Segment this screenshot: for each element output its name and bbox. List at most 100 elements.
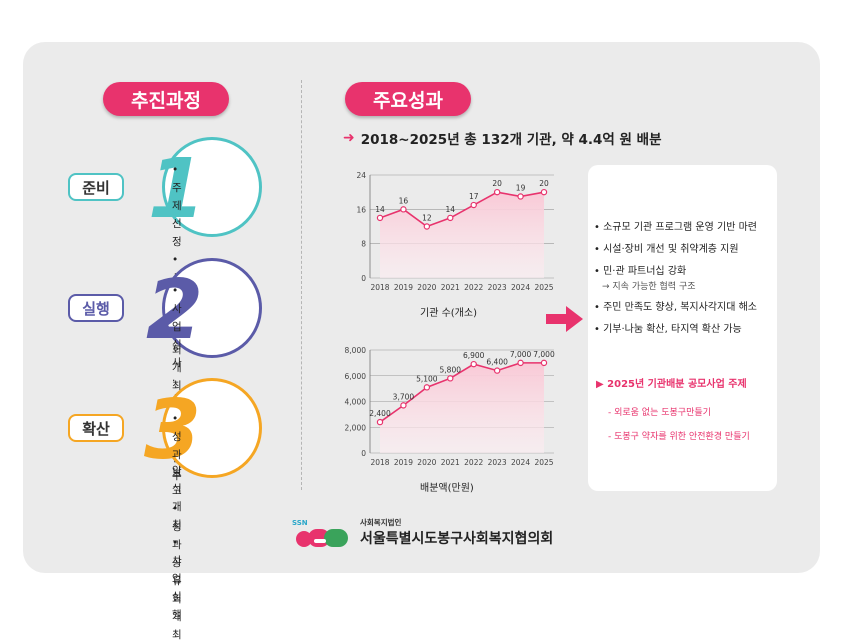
step-number: 2 — [146, 263, 204, 358]
data-point — [447, 214, 454, 222]
y-tick-label: 24 — [356, 171, 366, 180]
logo-mark-text: SSN — [292, 519, 308, 527]
step-label: 실행 — [68, 294, 124, 322]
data-point — [493, 188, 501, 196]
data-point — [470, 360, 477, 368]
list-item: • 주민 만족도 향상, 복지사각지대 해소 — [594, 302, 757, 313]
ssn-logo-icon: SSN — [292, 519, 348, 547]
data-label: 3,700 — [393, 392, 415, 401]
data-point — [470, 201, 477, 209]
data-point — [517, 359, 524, 367]
arrow-right-icon: ➜ — [343, 130, 355, 146]
section-divider — [301, 80, 302, 490]
data-point — [400, 402, 407, 409]
x-tick-label: 2025 — [534, 458, 553, 467]
data-point — [493, 367, 501, 374]
x-tick-label: 2020 — [417, 283, 436, 292]
x-tick-label: 2024 — [511, 458, 530, 467]
step-circle — [162, 258, 262, 358]
theme-title: ▶ 2025년 기관배분 공모사업 주제 — [596, 379, 747, 390]
data-label: 6,900 — [463, 351, 485, 360]
institutions-chart: 0816241420181620191220201420211720222020… — [356, 171, 554, 292]
summary-line: ➜ 2018~2025년 총 132개 기관, 약 4.4억 원 배분 — [343, 128, 662, 148]
data-label: 14 — [375, 205, 385, 214]
list-item: • 기부·나눔 확산, 타지역 확산 가능 — [594, 324, 742, 335]
y-tick-label: 4,000 — [345, 398, 367, 407]
y-tick-label: 16 — [356, 205, 366, 214]
x-tick-label: 2022 — [464, 458, 483, 467]
data-label: 20 — [492, 179, 502, 188]
series-line — [379, 362, 544, 423]
list-item: • 민·관 파트너십 강화 — [594, 266, 687, 277]
data-point — [400, 206, 407, 213]
y-tick-label: 8 — [361, 240, 366, 249]
x-tick-label: 2023 — [488, 283, 507, 292]
data-point — [423, 384, 431, 391]
list-item: • 소규모 기관 프로그램 운영 기반 마련 — [594, 222, 757, 233]
y-tick-label: 6,000 — [345, 372, 367, 381]
step-circle — [162, 137, 262, 237]
step-label: 확산 — [68, 414, 124, 442]
chart-xlabel: 배분액(만원) — [420, 483, 474, 494]
list-item: • 성과공유회 개최 — [172, 503, 182, 641]
series-area — [380, 362, 544, 453]
x-tick-label: 2018 — [370, 458, 389, 467]
results-header: 주요성과 — [345, 82, 471, 116]
list-item: - 외로움 없는 도봉구만들기 — [608, 408, 711, 418]
data-point — [423, 223, 431, 230]
allocation-chart: 0 2,000 4,000 6,000 8,000 2,400 2018 3,700 2019 5… — [345, 346, 555, 467]
data-label: 16 — [399, 196, 409, 205]
results-list: • 소규모 기관 프로그램 운영 기반 마련 • 시설·장비 개선 및 취약계층… — [594, 217, 757, 341]
data-point — [517, 193, 524, 200]
y-tick-label: 2,000 — [345, 423, 367, 432]
step-items: • 성과보고 • 성과공유회 개최 — [172, 410, 182, 644]
data-label: 7,000 — [533, 350, 555, 359]
org-type: 사회복지법인 — [360, 517, 402, 527]
data-label: 2,400 — [369, 409, 391, 418]
data-label: 5,800 — [440, 365, 462, 374]
data-point — [447, 375, 454, 382]
series-area — [380, 192, 544, 278]
y-tick-label: 0 — [361, 274, 366, 283]
x-tick-label: 2025 — [534, 283, 553, 292]
list-item: • 성과보고 — [172, 413, 182, 497]
y-tick-label: 8,000 — [345, 346, 367, 355]
list-item: • 시설·장비 개선 및 취약계층 지원 — [594, 244, 739, 255]
step-circle — [162, 378, 262, 478]
data-label: 14 — [446, 205, 456, 214]
data-point — [376, 418, 384, 426]
list-sub-item: → 지속 가능한 협력 구조 — [602, 282, 696, 292]
step-number: 3 — [144, 383, 202, 478]
data-label: 19 — [516, 183, 526, 192]
data-label: 6,400 — [486, 358, 508, 367]
data-point — [540, 188, 548, 196]
data-point — [376, 214, 384, 222]
x-tick-label: 2020 — [417, 458, 436, 467]
arrow-right-icon — [546, 306, 583, 332]
list-item: - 도봉구 약자를 위한 안전환경 만들기 — [608, 432, 750, 442]
theme-list: - 외로움 없는 도봉구만들기 - 도봉구 약자를 위한 안전환경 만들기 — [608, 401, 750, 449]
step-label: 준비 — [68, 173, 124, 201]
process-header: 추진과정 — [103, 82, 229, 116]
data-label: 12 — [422, 214, 432, 223]
x-tick-label: 2019 — [394, 283, 413, 292]
data-label: 20 — [539, 179, 549, 188]
org-name: 서울특별시도봉구사회복지협의회 — [360, 530, 554, 547]
results-panel: • 소규모 기관 프로그램 운영 기반 마련 • 시설·장비 개선 및 취약계층… — [588, 165, 777, 491]
organization-logo: SSN 사회복지법인 서울특별시도봉구사회복지협의회 — [290, 515, 553, 549]
y-tick-label: 0 — [361, 449, 366, 458]
data-point — [540, 359, 548, 367]
data-label: 17 — [469, 192, 479, 201]
x-tick-label: 2019 — [394, 458, 413, 467]
x-tick-label: 2022 — [464, 283, 483, 292]
x-tick-label: 2018 — [370, 283, 389, 292]
chart-xlabel: 기관 수(개소) — [420, 308, 477, 319]
summary-text: 2018~2025년 총 132개 기관, 약 4.4억 원 배분 — [360, 132, 662, 148]
x-tick-label: 2021 — [441, 283, 460, 292]
series-line — [379, 191, 545, 228]
data-label: 5,100 — [416, 374, 438, 383]
x-tick-label: 2021 — [441, 458, 460, 467]
x-tick-label: 2024 — [511, 283, 530, 292]
x-tick-label: 2023 — [488, 458, 507, 467]
list-item: • 주제선정 — [172, 164, 182, 248]
